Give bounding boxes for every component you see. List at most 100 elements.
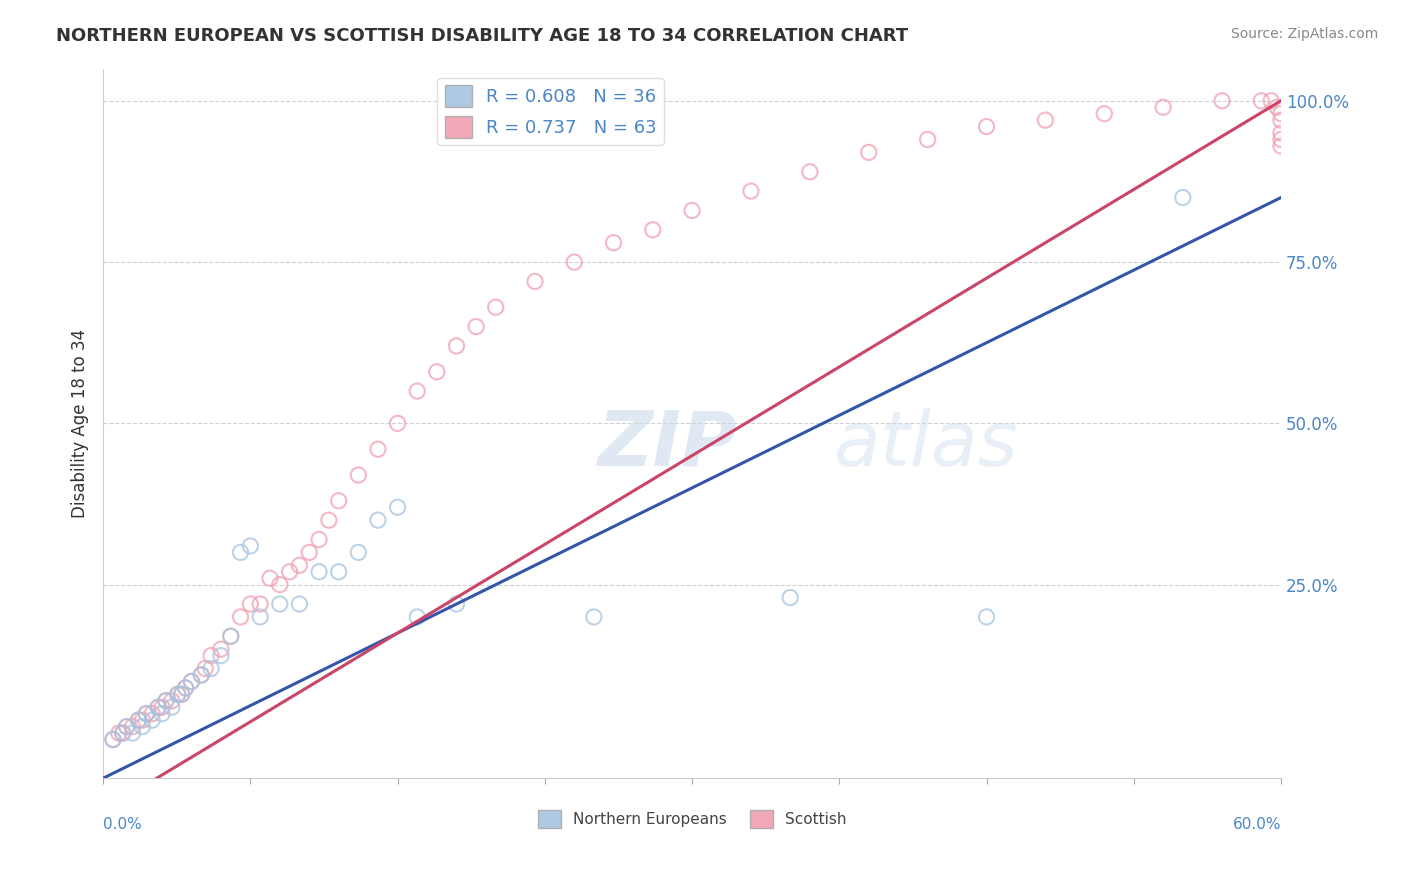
Point (259, 571, 281, 585)
Point (269, 577, 291, 591)
Point (681, 203, 703, 218)
Point (131, 720, 153, 734)
Text: 0.0%: 0.0% (103, 817, 142, 832)
Text: Source: ZipAtlas.com: Source: ZipAtlas.com (1230, 27, 1378, 41)
Point (1270, 113, 1292, 128)
Point (127, 713, 149, 727)
Point (219, 629, 242, 643)
Point (127, 713, 149, 727)
Point (108, 726, 131, 740)
Point (976, 610, 998, 624)
Point (115, 720, 138, 734)
Point (446, 339, 468, 353)
Point (209, 642, 232, 657)
Point (131, 713, 153, 727)
Point (239, 539, 262, 553)
Point (288, 558, 311, 573)
Point (174, 681, 197, 695)
Text: ZIP: ZIP (598, 408, 738, 482)
Point (562, 255, 585, 269)
Point (190, 668, 212, 682)
Point (249, 597, 271, 611)
Point (1270, 132, 1292, 146)
Point (367, 442, 389, 457)
Point (1270, 106, 1292, 120)
Point (406, 610, 429, 624)
Point (180, 674, 202, 689)
Point (150, 700, 173, 714)
Point (229, 545, 252, 559)
Point (308, 565, 330, 579)
Point (858, 145, 880, 160)
Point (917, 132, 939, 146)
Point (328, 493, 350, 508)
Y-axis label: Disability Age 18 to 34: Disability Age 18 to 34 (72, 329, 89, 518)
Point (115, 720, 138, 734)
Point (209, 648, 232, 663)
Point (779, 591, 801, 605)
Point (1270, 126, 1292, 140)
Point (799, 165, 821, 179)
Point (166, 687, 188, 701)
Point (367, 513, 389, 527)
Text: 60.0%: 60.0% (1233, 817, 1281, 832)
Point (229, 610, 252, 624)
Point (387, 500, 409, 515)
Point (200, 661, 222, 675)
Point (160, 700, 183, 714)
Point (298, 545, 321, 559)
Point (249, 610, 271, 624)
Point (121, 726, 143, 740)
Point (1152, 100, 1174, 114)
Point (101, 732, 124, 747)
Point (180, 674, 202, 689)
Point (219, 629, 242, 643)
Point (166, 687, 188, 701)
Point (1270, 139, 1292, 153)
Point (155, 694, 177, 708)
Point (1171, 190, 1194, 204)
Point (1211, 94, 1233, 108)
Point (141, 706, 163, 721)
Point (141, 713, 163, 727)
Point (194, 661, 217, 675)
Point (155, 694, 177, 708)
Point (1250, 94, 1272, 108)
Point (170, 687, 193, 701)
Point (318, 513, 340, 527)
Point (485, 300, 508, 314)
Point (160, 694, 183, 708)
Point (1092, 106, 1115, 120)
Point (111, 726, 134, 740)
Point (146, 700, 169, 714)
Text: atlas: atlas (834, 408, 1018, 482)
Point (582, 610, 605, 624)
Point (308, 533, 330, 547)
Point (426, 365, 449, 379)
Point (200, 648, 222, 663)
Point (446, 597, 468, 611)
Point (269, 597, 291, 611)
Point (347, 467, 370, 482)
Text: NORTHERN EUROPEAN VS SCOTTISH DISABILITY AGE 18 TO 34 CORRELATION CHART: NORTHERN EUROPEAN VS SCOTTISH DISABILITY… (56, 27, 908, 45)
Point (150, 706, 173, 721)
Point (170, 687, 193, 701)
Legend: Northern Europeans, Scottish: Northern Europeans, Scottish (531, 804, 852, 834)
Point (465, 319, 488, 334)
Point (190, 668, 212, 682)
Point (101, 732, 124, 747)
Point (239, 597, 262, 611)
Point (135, 706, 157, 721)
Point (278, 565, 301, 579)
Point (740, 184, 762, 198)
Point (328, 565, 350, 579)
Point (1035, 113, 1057, 128)
Point (602, 235, 624, 250)
Point (524, 275, 547, 289)
Point (111, 726, 134, 740)
Point (288, 597, 311, 611)
Point (1260, 94, 1282, 108)
Point (387, 417, 409, 431)
Point (1265, 100, 1288, 114)
Point (976, 120, 998, 134)
